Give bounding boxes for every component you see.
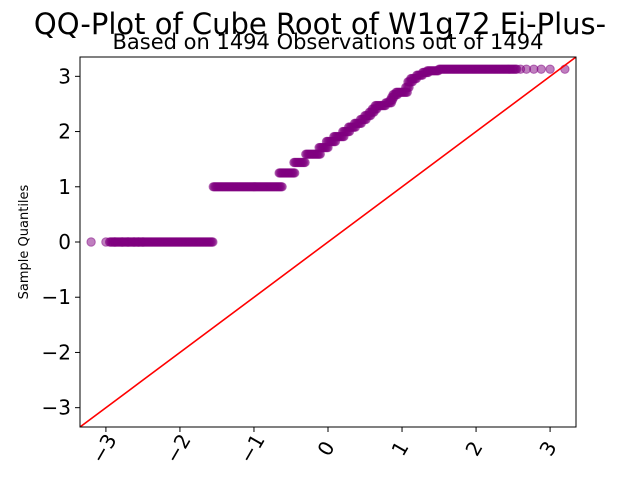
data-point	[86, 237, 96, 247]
y-tick-label: −2	[42, 340, 71, 364]
x-tick-label: 2	[460, 437, 487, 460]
data-point	[277, 182, 287, 192]
data-point	[536, 64, 546, 74]
chart-title: QQ-Plot of Cube Root of W1g72 Ei-Plus-	[34, 7, 606, 41]
y-tick-label: 1	[58, 175, 71, 199]
y-tick-label: 0	[58, 230, 71, 254]
data-point	[512, 64, 522, 74]
x-tick-label: 1	[386, 437, 413, 460]
x-tick-label: 3	[534, 437, 561, 460]
y-tick-label: 3	[58, 64, 71, 88]
reference-line	[80, 57, 576, 427]
x-tick-label: −2	[160, 430, 196, 468]
x-tick-label: 0	[312, 437, 339, 460]
data-point	[300, 157, 310, 168]
x-axis: −3 −2 −1 0 1 2 3	[86, 427, 562, 467]
y-axis: −3 −2 −1 0 1 2 3	[42, 64, 80, 420]
y-tick-label: −3	[42, 396, 71, 420]
y-tick-label: −1	[42, 285, 71, 309]
scatter-points	[86, 64, 570, 247]
data-point	[208, 237, 218, 247]
x-tick-label: −3	[86, 430, 122, 468]
data-point	[289, 168, 300, 178]
y-axis-label: Sample Quantiles	[17, 184, 32, 299]
plot-area	[79, 56, 577, 428]
data-point	[545, 64, 555, 74]
y-tick-label: 2	[58, 120, 71, 144]
chart-subtitle: Based on 1494 Observations out of 1494	[112, 30, 543, 54]
x-tick-label: −1	[234, 430, 270, 468]
